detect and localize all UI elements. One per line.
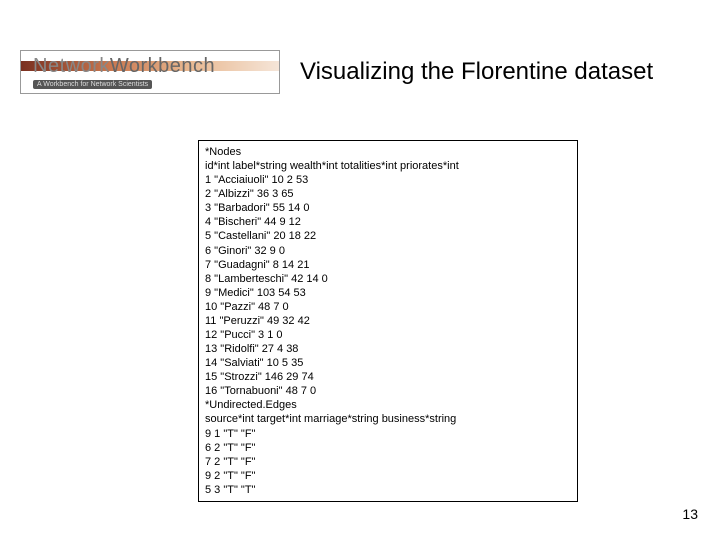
logo-word-workbench: Workbench [110,55,215,77]
dataset-text-box: *Nodes id*int label*string wealth*int to… [198,140,578,502]
logo-tagline: A Workbench for Network Scientists [37,81,148,88]
page-title: Visualizing the Florentine dataset [300,58,653,86]
header: NetworkWorkbench A Workbench for Network… [0,0,720,94]
logo-tagline-box: A Workbench for Network Scientists [33,80,152,89]
page-number: 13 [682,506,698,522]
logo-text: NetworkWorkbench [33,55,215,78]
logo-word-network: Network [33,55,110,77]
network-workbench-logo: NetworkWorkbench A Workbench for Network… [20,50,280,94]
